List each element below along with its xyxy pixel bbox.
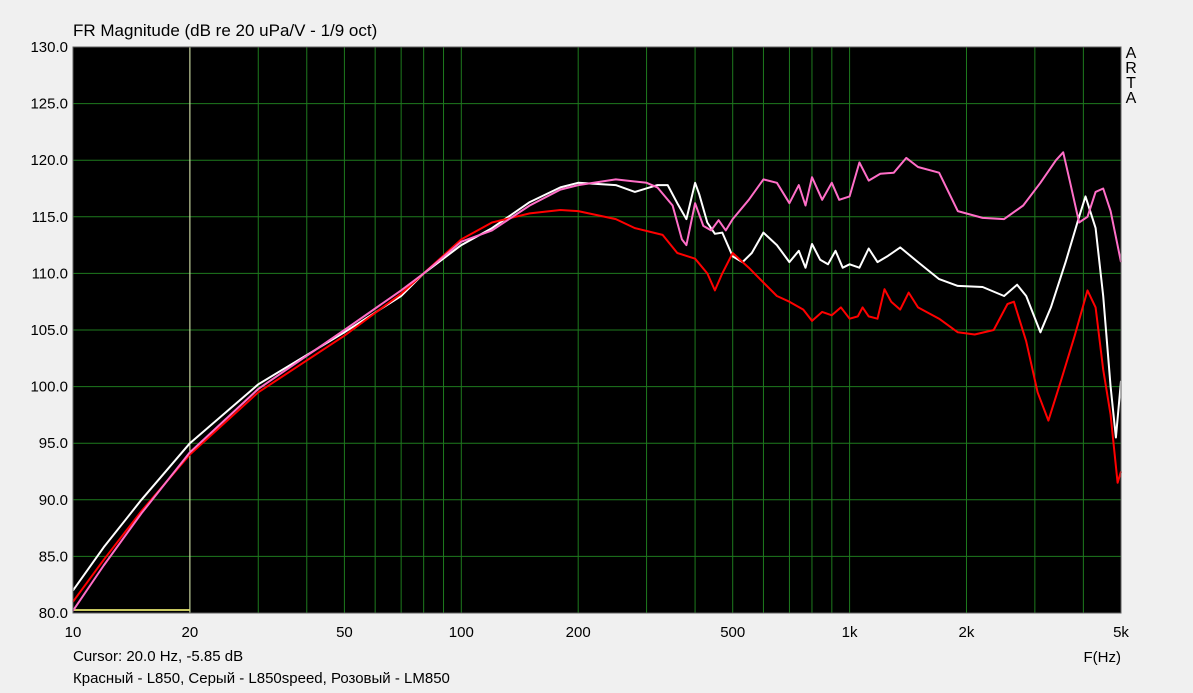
series-lines [72,151,1122,612]
y-tick-label: 95.0 [39,435,68,452]
watermark-letter: A [1125,90,1137,107]
y-tick-label: 85.0 [39,548,68,565]
x-tick-label: 50 [336,624,353,641]
plot-border [72,46,1122,614]
x-tick-label: 100 [449,624,474,641]
x-axis-label: F(Hz) [1084,649,1122,666]
cursor-readout: Cursor: 20.0 Hz, -5.85 dB [73,648,244,665]
y-tick-label: 100.0 [30,379,68,396]
x-tick-label: 500 [720,624,745,641]
y-tick-label: 115.0 [32,209,68,226]
x-tick-label: 1k [842,624,858,641]
x-tick-label: 10 [65,624,82,641]
y-tick-label: 110.0 [32,265,68,282]
x-axis-ticks: 10 20 50 100 200 500 1k 2k 5k [65,624,1130,641]
x-tick-label: 5k [1113,624,1129,641]
cursor-marker [73,47,191,613]
chart-title: FR Magnitude (dB re 20 uPa/V - 1/9 oct) [73,21,378,40]
series-line-3 [72,151,1122,612]
y-tick-label: 90.0 [39,492,68,509]
x-tick-label: 200 [566,624,591,641]
grid-lines [72,46,1122,614]
y-tick-label: 130.0 [30,39,68,56]
x-tick-label: 2k [959,624,975,641]
watermark-letter: A [1125,45,1137,62]
series-line-1 [72,181,1122,591]
watermark-letter: T [1126,75,1136,92]
y-tick-label: 120.0 [30,152,68,169]
y-tick-label: 105.0 [30,322,68,339]
y-axis-ticks: 130.0 125.0 120.0 115.0 110.0 105.0 100.0 95.0 9… [30,39,68,622]
x-tick-label: 20 [182,624,199,641]
plot-frame [72,46,1122,614]
watermark-letter: R [1125,60,1137,77]
y-tick-label: 80.0 [39,605,68,622]
y-tick-label: 125.0 [30,96,68,113]
legend-caption: Красный - L850, Серый - L850speed, Розов… [73,670,450,687]
